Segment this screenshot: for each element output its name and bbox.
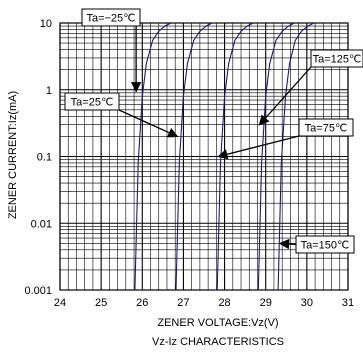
- x-tick-label: 26: [136, 297, 148, 309]
- annotation-label: Ta=125℃: [313, 54, 362, 66]
- y-tick-label: 0.001: [24, 285, 52, 297]
- x-tick-label: 27: [177, 297, 189, 309]
- annotation-arrow: [118, 109, 179, 138]
- annotation-label: Ta=−25℃: [86, 13, 135, 25]
- series-curve-0-0: [134, 22, 172, 291]
- x-tick-label: 29: [260, 297, 272, 309]
- annotations: Ta=−25℃ Ta=25℃ Ta=75℃ Ta=125℃ Ta=150℃: [64, 8, 363, 254]
- annotation-box: [295, 235, 355, 254]
- annotation-box: [298, 118, 354, 137]
- annotation-label: Ta=75℃: [305, 123, 348, 135]
- y-axis-label: ZENER CURRENT:Iz(mA): [7, 91, 19, 219]
- annotation-4: Ta=150℃: [278, 235, 355, 254]
- annotation-label: Ta=25℃: [71, 97, 114, 109]
- series-curve-1-0: [175, 22, 213, 291]
- y-tick-label: 10: [40, 18, 52, 30]
- annotation-box: [81, 8, 141, 27]
- grid: [59, 22, 349, 291]
- x-tick-label: 30: [301, 297, 313, 309]
- annotation-arrow: [258, 66, 312, 126]
- x-tick-label: 28: [218, 297, 230, 309]
- y-tick-label: 0.01: [31, 218, 52, 230]
- annotation-box: [64, 92, 120, 111]
- annotation-box: [310, 49, 363, 68]
- annotation-label: Ta=150℃: [301, 240, 350, 252]
- annotation-arrow: [217, 135, 300, 160]
- annotation-1: Ta=25℃: [64, 92, 179, 138]
- chart-title: Vz-Iz CHARACTERISTICS: [152, 336, 284, 348]
- series-curve-3-0: [257, 22, 295, 291]
- annotation-2: Ta=75℃: [217, 118, 354, 160]
- annotation-arrow: [278, 238, 297, 250]
- x-tick-label: 24: [54, 297, 66, 309]
- tick-labels: 24 25 26 27 28 29 30 31 0.001 0.01 0.1 1 10: [24, 18, 354, 309]
- annotation-3: Ta=125℃: [258, 49, 363, 126]
- y-tick-label: 1: [46, 85, 52, 97]
- y-tick-label: 0.1: [37, 152, 52, 164]
- annotation-0: Ta=−25℃: [81, 8, 142, 93]
- x-tick-label: 25: [95, 297, 107, 309]
- series-curve-4-0: [277, 22, 315, 291]
- x-tick-label: 31: [342, 297, 354, 309]
- x-axis-label: ZENER VOLTAGE:Vz(V): [157, 317, 278, 329]
